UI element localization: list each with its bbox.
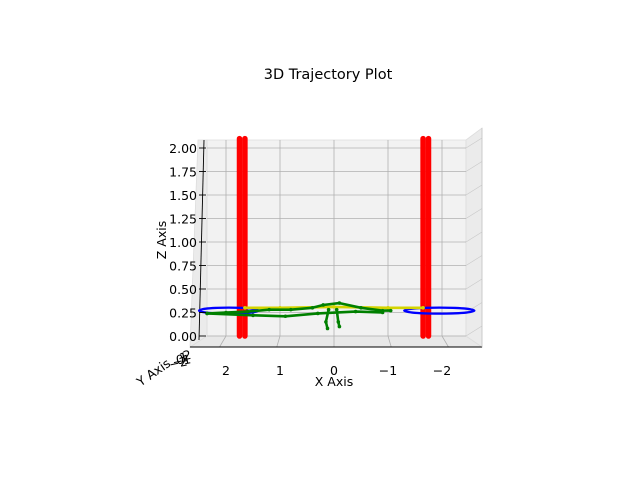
z-tick-label: 1.75 (169, 165, 197, 180)
x-floor-grid-line (219, 335, 227, 348)
x-axis-label: X Axis (315, 374, 353, 389)
trajectory-point (337, 324, 342, 329)
trajectory-point (325, 326, 330, 331)
z-side-grid-line (465, 302, 483, 313)
blue-ring-trajectory (403, 306, 476, 315)
trajectory-point (243, 306, 247, 310)
z-side-grid-line (465, 325, 483, 337)
tick-labels: 2 1 0 −1 −20.000.250.500.751.001.251.501.752… (168, 141, 452, 378)
trajectory-point (283, 314, 288, 319)
axes (190, 128, 483, 348)
trajectory-point (353, 309, 358, 314)
z-side-grid-line (465, 161, 483, 172)
x-tick-label: 1 (276, 363, 284, 378)
floor-pane (188, 335, 484, 348)
z-tick-label: 0.25 (169, 306, 197, 321)
trajectory-point (421, 306, 425, 310)
trajectory-point (336, 320, 341, 324)
trajectory-point (337, 301, 342, 305)
x-tick-label: −1 (379, 363, 397, 378)
trajectory-point (245, 309, 250, 314)
x-tick-label: 0 (330, 363, 338, 378)
y-tick-label: −2 (168, 353, 189, 372)
chart-title: 3D Trajectory Plot (264, 67, 393, 83)
z-tick-label: 0.50 (169, 282, 197, 297)
y-axis-label: Y Axis (133, 355, 173, 389)
trajectory-point (321, 303, 326, 307)
trajectory-point (205, 311, 209, 316)
trajectory-point (334, 307, 339, 312)
z-tick-label: 2.00 (169, 141, 197, 156)
y-tick-label: 0 (175, 351, 186, 367)
trajectory-point (388, 308, 393, 313)
trajectory-point (267, 307, 272, 312)
z-side-grid-line (465, 137, 483, 149)
trajectory-point (326, 307, 331, 312)
z-tick-label: 1.00 (169, 235, 197, 250)
trajectory-path (205, 310, 384, 318)
y-tick-label: 1 (178, 349, 189, 365)
right-pane (465, 127, 483, 348)
x-floor-grid-line (276, 335, 281, 348)
z-tick-label: 1.25 (169, 212, 197, 227)
z-axis-label: Z Axis (154, 221, 169, 259)
z-side-grid-line (465, 184, 483, 196)
x-tick-label: −2 (433, 363, 451, 378)
y-tick-label: −1 (171, 351, 192, 370)
y-tick-label: 2 (182, 347, 193, 363)
z-side-grid-line (465, 231, 483, 243)
x-floor-grid-line (441, 335, 449, 348)
z-tick-label: 1.50 (169, 188, 197, 203)
trajectory-point (251, 313, 255, 318)
trajectory-point (310, 306, 315, 310)
trajectory-point (359, 306, 363, 310)
trajectory-point (386, 306, 390, 310)
trajectory-point (289, 307, 293, 312)
z-side-grid-line (465, 255, 483, 266)
x-tick-label: 2 (222, 363, 230, 378)
z-side-grid-line (465, 278, 483, 290)
z-side-grid-line (465, 208, 483, 219)
x-floor-grid-line (387, 335, 392, 348)
data-series (197, 135, 476, 339)
z-tick-label: 0.75 (169, 259, 197, 274)
z-axis-line (198, 139, 205, 341)
trajectory-point (332, 305, 336, 309)
z-tick-label: 0.00 (169, 329, 197, 344)
trajectory-point (380, 310, 385, 315)
trajectory-point (324, 320, 328, 324)
trajectory-point (316, 311, 320, 316)
